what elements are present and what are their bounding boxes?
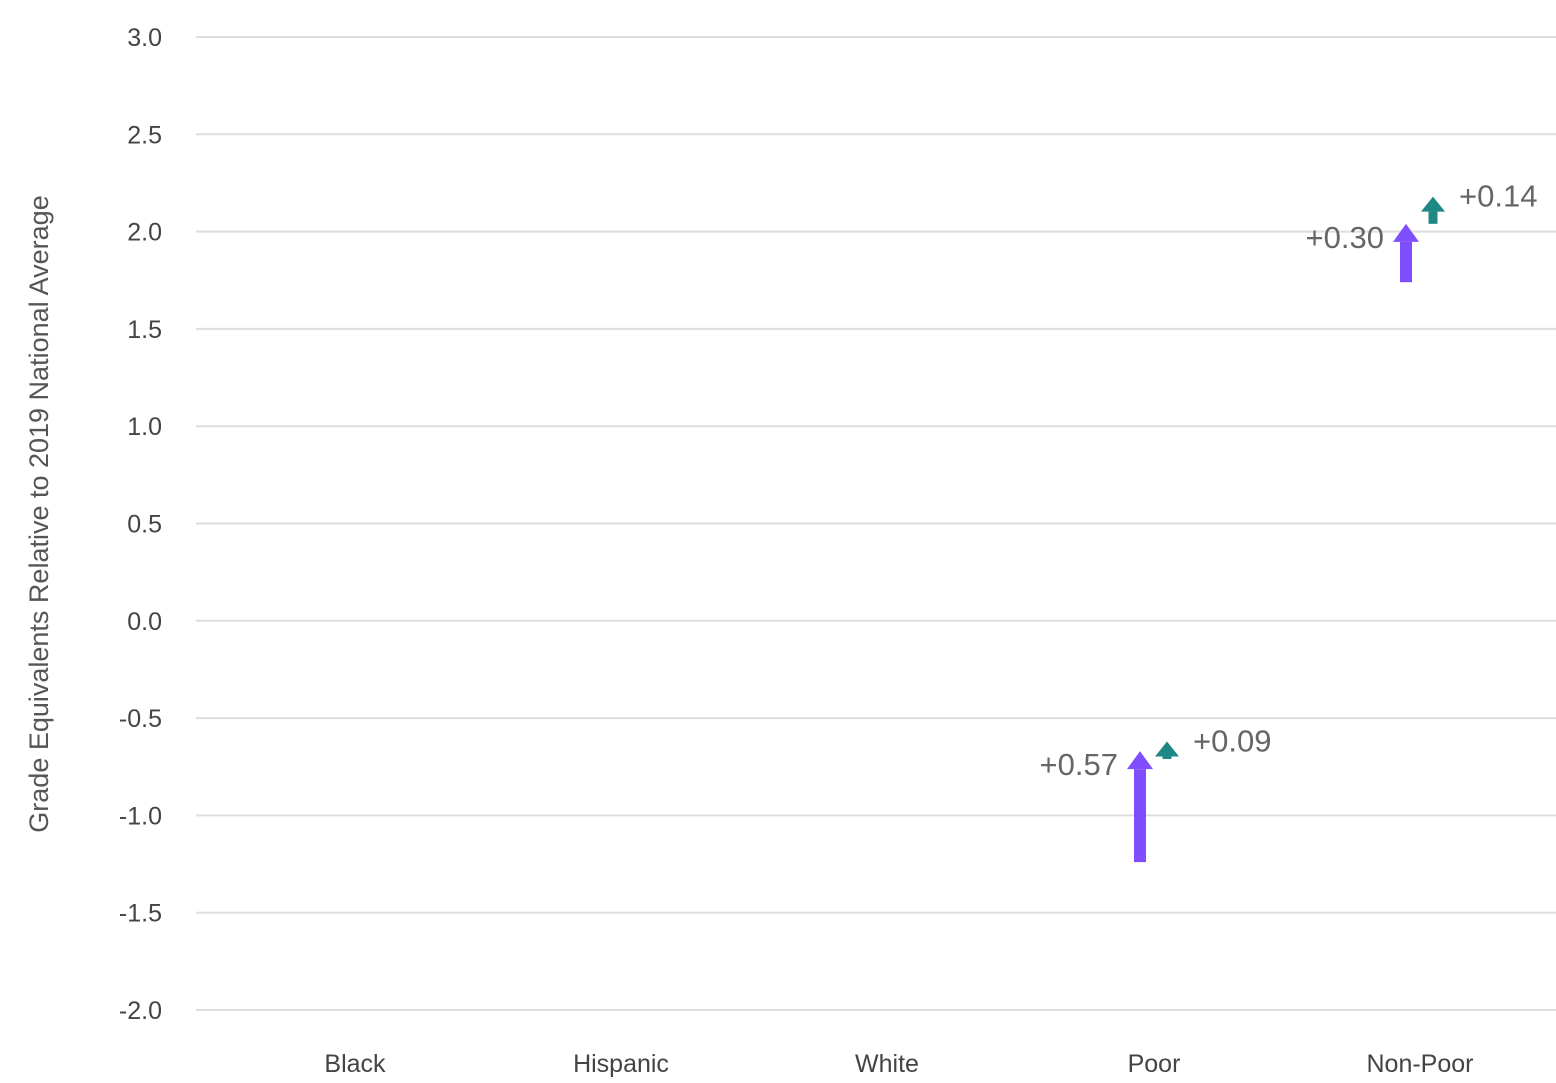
y-tick-label: 0.0: [127, 608, 162, 636]
arrow-head: [1393, 223, 1419, 242]
arrow-shaft: [1428, 211, 1438, 224]
x-category-label: Non-Poor: [1367, 1050, 1474, 1078]
arrow-shaft: [1400, 241, 1412, 283]
x-category-label: Hispanic: [573, 1050, 669, 1078]
arrow-data-label: +0.30: [1306, 220, 1384, 255]
arrow-shaft: [1134, 769, 1146, 863]
x-category-label: Black: [324, 1050, 386, 1078]
arrow-shaft: [1162, 756, 1172, 759]
y-tick-label: -1.0: [119, 802, 162, 830]
x-category-label: Poor: [1128, 1050, 1181, 1078]
arrow-data-label: +0.57: [1040, 747, 1118, 782]
y-tick-label: -2.0: [119, 997, 162, 1025]
y-tick-label: 2.0: [127, 219, 162, 247]
arrow-head: [1421, 196, 1445, 212]
y-axis-ticks: 3.0 2.5 2.0 1.5 1.0 0.5 0.0 -0.5 -1.0 -1.5 -2.0: [119, 24, 162, 1025]
gridlines: [196, 36, 1556, 1011]
y-tick-label: 3.0: [127, 24, 162, 52]
y-tick-label: 2.5: [127, 121, 162, 149]
y-tick-label: 1.5: [127, 316, 162, 344]
arrow-data-label: +0.09: [1193, 723, 1271, 758]
arrow-marks: [1127, 196, 1445, 863]
x-axis-categories: Black Hispanic White Poor Non-Poor: [324, 1050, 1473, 1078]
y-tick-label: -0.5: [119, 705, 162, 733]
arrow-head: [1127, 751, 1153, 770]
y-tick-label: 1.0: [127, 413, 162, 441]
y-tick-label: -1.5: [119, 900, 162, 928]
y-tick-label: 0.5: [127, 511, 162, 539]
arrow-head: [1155, 741, 1179, 757]
data-labels: +0.57 +0.30 +0.09 +0.14: [1040, 179, 1538, 783]
y-axis-title: Grade Equivalents Relative to 2019 Natio…: [24, 195, 54, 832]
arrow-data-label: +0.14: [1459, 179, 1537, 214]
x-category-label: White: [855, 1050, 919, 1078]
